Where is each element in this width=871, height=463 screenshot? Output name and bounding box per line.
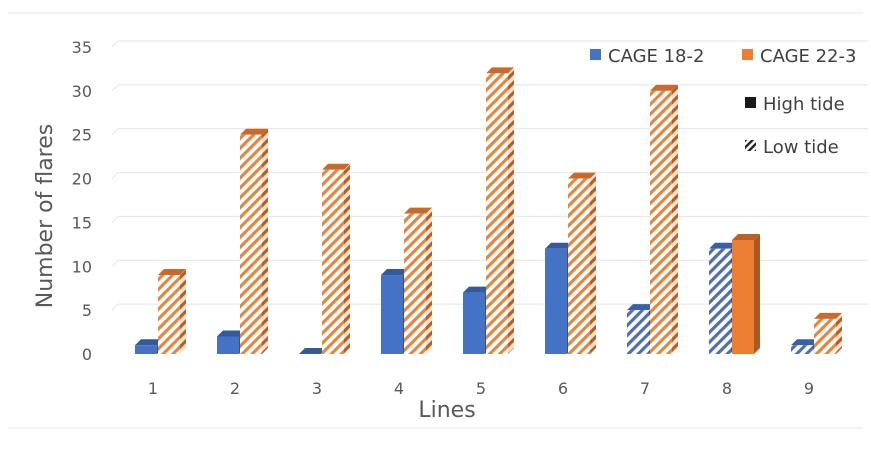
y-tick-label: 5	[82, 301, 92, 320]
bar-top	[709, 242, 737, 249]
bar-front	[568, 178, 590, 354]
legend-swatch-high-tide	[745, 97, 756, 108]
bar-cage-22-3-line-9	[814, 312, 842, 354]
bar-front	[486, 73, 508, 355]
bar-top	[135, 339, 163, 346]
legend-label-cage-18-2: CAGE 18-2	[608, 46, 704, 67]
bar-front	[135, 345, 157, 354]
bar-top	[322, 163, 350, 170]
bar-front	[158, 275, 180, 354]
bar-front	[240, 134, 262, 354]
legend-label-high-tide: High tide	[763, 94, 845, 115]
bar-cage-22-3-line-8	[732, 233, 760, 354]
y-tick-label: 10	[72, 257, 92, 276]
bars	[135, 67, 842, 355]
gridline-diag	[111, 172, 119, 179]
gridline-diag	[111, 259, 119, 267]
bar-front	[217, 336, 239, 354]
x-tick-label: 4	[394, 379, 404, 398]
bar-front	[404, 213, 426, 354]
bar-cage-22-3-line-7	[650, 84, 678, 354]
y-tick-label: 20	[72, 170, 92, 189]
bar-top	[381, 269, 409, 276]
bar-top	[627, 304, 655, 311]
bar-cage-22-3-line-2	[240, 128, 268, 354]
gridline-diag	[111, 84, 119, 92]
legend: CAGE 18-2 CAGE 22-3 High tide Low tide	[590, 46, 856, 158]
bar-cage-18-2-line-3	[299, 348, 327, 354]
legend-swatch-cage-18-2	[590, 49, 601, 60]
bar-side	[672, 84, 678, 354]
x-axis-title: Lines	[418, 398, 475, 423]
y-tick-label: 25	[72, 126, 92, 145]
y-tick-label: 35	[72, 38, 92, 57]
x-tick-label: 6	[558, 379, 568, 398]
x-axis-ticks: 1 2 3 4 5 6 7 8 9	[148, 379, 814, 398]
y-tick-label: 0	[82, 345, 92, 364]
legend-swatch-cage-22-3	[742, 49, 753, 60]
gridline-diag	[111, 128, 119, 136]
bar-top	[732, 233, 760, 240]
x-tick-label: 2	[230, 379, 240, 398]
bar-cage-22-3-line-4	[404, 207, 432, 354]
gridline-diag	[111, 303, 119, 311]
legend-swatch-low-tide	[745, 140, 756, 151]
bar-top	[545, 242, 573, 249]
y-tick-label: 30	[72, 82, 92, 101]
x-tick-label: 1	[148, 379, 158, 398]
x-tick-label: 3	[312, 379, 322, 398]
y-axis-ticks: 0 5 10 15 20 25 30 35	[72, 38, 92, 364]
x-tick-label: 7	[640, 379, 650, 398]
bar-top	[814, 312, 842, 319]
bar-top	[158, 269, 186, 276]
bar-top	[791, 339, 819, 346]
bar-front	[709, 248, 731, 354]
y-tick-label: 15	[72, 213, 92, 232]
bar-top	[404, 207, 432, 214]
bar-cage-22-3-line-5	[486, 67, 514, 355]
bar-side	[262, 128, 268, 354]
bar-front	[650, 90, 672, 354]
y-axis-title: Number of flares	[33, 124, 58, 308]
bar-cage-22-3-line-1	[158, 269, 186, 354]
bar-side	[426, 207, 432, 354]
bar-top	[650, 84, 678, 91]
x-tick-label: 5	[476, 379, 486, 398]
bar-top	[299, 348, 327, 354]
bar-top	[217, 330, 245, 337]
bar-front	[627, 310, 649, 354]
bar-front	[381, 275, 403, 354]
x-tick-label: 9	[804, 379, 814, 398]
bar-side	[344, 163, 350, 354]
legend-label-cage-22-3: CAGE 22-3	[760, 46, 856, 67]
gridline-diag	[111, 216, 119, 223]
x-tick-label: 8	[722, 379, 732, 398]
legend-label-low-tide: Low tide	[763, 137, 839, 158]
bar-side	[754, 233, 760, 354]
bar-front	[732, 239, 754, 354]
bar-top	[240, 128, 268, 135]
bar-front	[814, 318, 836, 354]
gridline-diag	[111, 40, 119, 48]
bar-cage-22-3-line-6	[568, 172, 596, 354]
bar-front	[463, 292, 485, 354]
bar-front	[322, 169, 344, 354]
bar-top	[568, 172, 596, 179]
bar-side	[590, 172, 596, 354]
bar-front	[791, 345, 813, 354]
bar-side	[508, 67, 514, 355]
bar-top	[463, 286, 491, 293]
bar-side	[180, 269, 186, 354]
bar-side	[836, 312, 842, 354]
bar-cage-22-3-line-3	[322, 163, 350, 354]
bar-top	[486, 67, 514, 74]
bar-front	[545, 248, 567, 354]
